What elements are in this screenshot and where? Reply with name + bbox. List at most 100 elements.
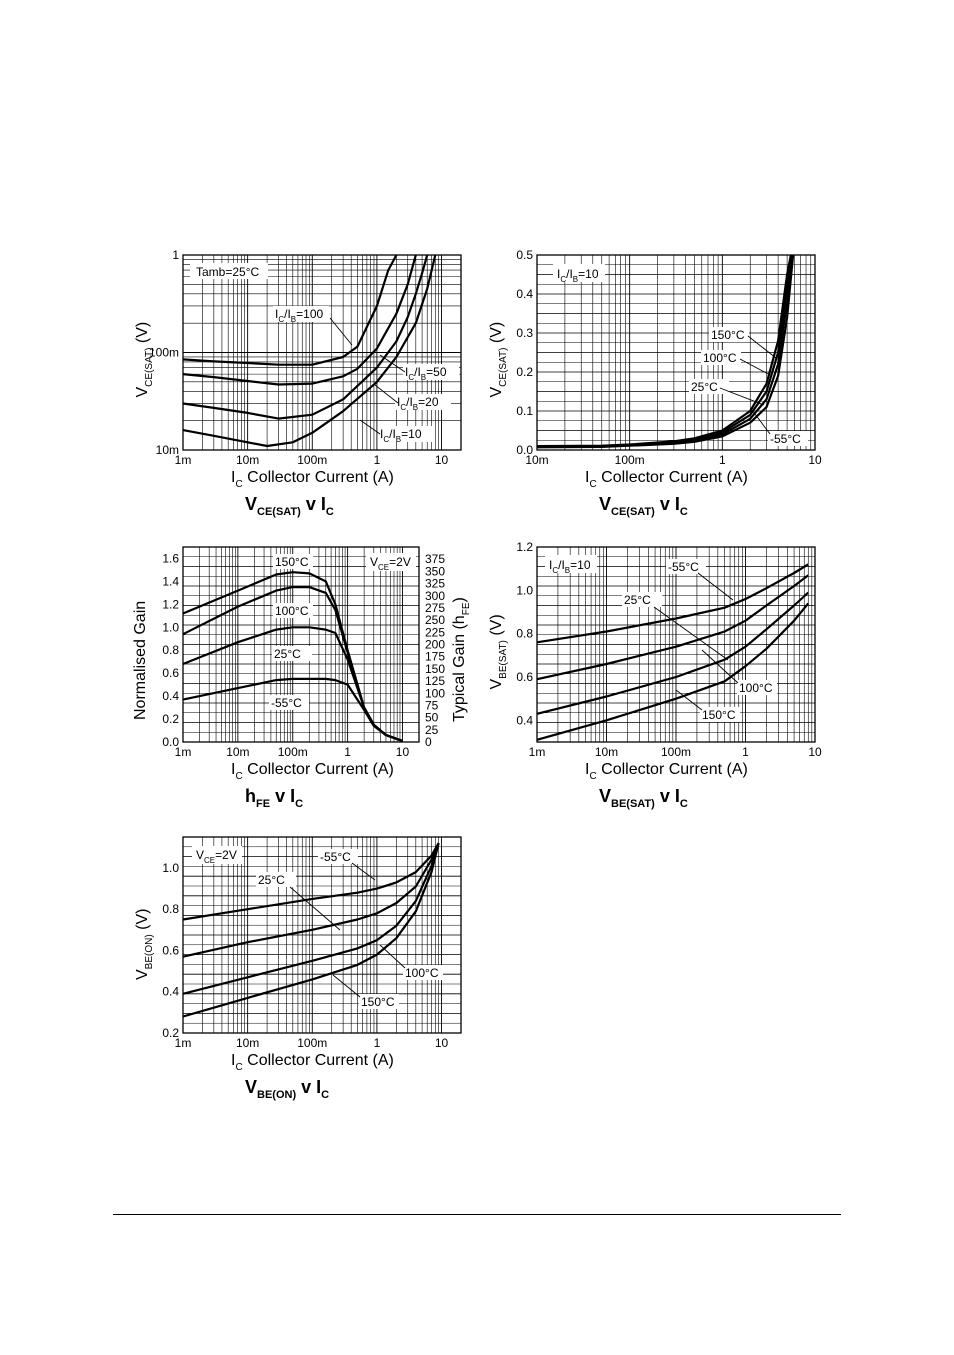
y-tick-label: 1.4 xyxy=(162,574,179,588)
label-background xyxy=(269,695,309,710)
label-background xyxy=(666,559,706,574)
y-axis-label-right: Typical Gain (hFE) xyxy=(451,597,472,722)
y-tick-label: 100m xyxy=(149,346,179,360)
label-background xyxy=(378,426,434,442)
x-tick-label: 10 xyxy=(808,453,822,467)
y-tick-label: 0.8 xyxy=(162,902,179,916)
x-tick-label: 100m xyxy=(278,745,308,759)
y-axis-label: VCE(SAT) (V) xyxy=(488,322,509,398)
series-line-150C xyxy=(536,602,810,741)
label-background xyxy=(359,994,399,1009)
y-axis-label: VBE(ON) (V) xyxy=(134,909,155,980)
label-background xyxy=(622,592,662,607)
label-background xyxy=(318,849,358,864)
x-tick-label: 10m xyxy=(236,1036,259,1050)
x-tick-label: 10m xyxy=(226,745,249,759)
x-tick-label: 1m xyxy=(175,453,192,467)
label-leader xyxy=(351,862,376,881)
y-tick-label: 1.0 xyxy=(162,620,179,634)
label-background xyxy=(545,555,597,573)
series-label: 25°C xyxy=(624,593,651,607)
chart-caption: hFE v IC xyxy=(245,786,303,810)
x-tick-label: 1m xyxy=(529,745,546,759)
series-line-1 xyxy=(182,254,417,386)
x-tick-label: 100m xyxy=(297,1036,327,1050)
x-tick-label: 10 xyxy=(435,1036,449,1050)
y-tick-label: 0.8 xyxy=(162,643,179,657)
chart-vcesat-vs-ic-temp: 10m 100m 1 10 0.0 0.1 0.2 0.3 0.4 0.5 IC Collector… xyxy=(488,248,822,518)
x-tick-label: 1m xyxy=(175,745,192,759)
series-label: 150°C xyxy=(361,995,395,1009)
x-tick-label: 1 xyxy=(374,1036,381,1050)
series-label: IC/IB=50 xyxy=(405,365,447,382)
x-axis-label: IC Collector Current (A) xyxy=(585,761,748,782)
x-axis-label: IC Collector Current (A) xyxy=(585,469,748,490)
label-leader xyxy=(739,358,771,376)
y2-tick-label: 300 xyxy=(425,589,445,603)
series-label: 25°C xyxy=(274,647,301,661)
y-axis-label-left: Normalised Gain xyxy=(132,601,149,720)
x-tick-label: 100m xyxy=(661,745,691,759)
series-line--55C xyxy=(536,254,795,449)
x-tick-label: 1 xyxy=(374,453,381,467)
chart-vbeon-vs-ic: 1m 10m 100m 1 10 0.2 0.4 0.6 0.8 1.0 IC Collector … xyxy=(134,836,462,1101)
y-tick-label: 0.4 xyxy=(516,287,533,301)
y-tick-label: 0.2 xyxy=(516,365,533,379)
y-tick-label: 0.0 xyxy=(516,443,533,457)
y-tick-label: 0.4 xyxy=(516,713,533,727)
y-tick-label: 0.8 xyxy=(516,627,533,641)
y-tick-label: 0.1 xyxy=(516,404,533,418)
x-axis-label: IC Collector Current (A) xyxy=(231,469,394,490)
series-line-25C xyxy=(182,842,440,958)
series-label: IC/IB=100 xyxy=(275,307,323,324)
label-background xyxy=(737,680,777,695)
label-leader xyxy=(719,387,765,406)
label-leader xyxy=(359,419,381,435)
ic-ib-annotation: IC/IB=10 xyxy=(549,558,591,575)
x-axis-label: IC Collector Current (A) xyxy=(231,761,394,782)
series-label: -55°C xyxy=(320,850,351,864)
y-tick-label: 0.6 xyxy=(516,670,533,684)
y2-tick-label: 375 xyxy=(425,552,445,566)
label-leader xyxy=(379,944,406,969)
label-background xyxy=(192,846,242,864)
series-label: IC/IB=20 xyxy=(397,395,439,412)
series-label: 100°C xyxy=(739,681,773,695)
y2-tick-label: 175 xyxy=(425,650,445,664)
x-tick-label: 100m xyxy=(297,453,327,467)
label-leader xyxy=(329,317,353,346)
x-tick-label: 100m xyxy=(615,453,645,467)
y-axis-label: VCE(SAT) (V) xyxy=(134,322,155,398)
x-tick-label: 10 xyxy=(808,745,822,759)
label-background xyxy=(403,965,443,980)
label-background xyxy=(190,263,268,279)
y-tick-label: 0.2 xyxy=(162,712,179,726)
y-tick-label: 0.0 xyxy=(162,735,179,749)
y2-tick-label: 0 xyxy=(425,735,432,749)
label-background xyxy=(366,553,416,571)
vce-annotation: VCE=2V xyxy=(370,555,411,572)
x-tick-label: 1 xyxy=(742,745,749,759)
y2-tick-label: 150 xyxy=(425,662,445,676)
y-tick-label: 1.6 xyxy=(162,551,179,565)
series-label: -55°C xyxy=(770,432,801,446)
x-tick-label: 10m xyxy=(525,453,548,467)
y-tick-label: 0.6 xyxy=(162,666,179,680)
label-background xyxy=(701,350,741,365)
label-background xyxy=(689,379,729,394)
y-tick-label: 10m xyxy=(156,443,179,457)
y-tick-label: 1.2 xyxy=(162,597,179,611)
x-axis-label: IC Collector Current (A) xyxy=(231,1052,394,1073)
x-tick-label: 1m xyxy=(175,1036,192,1050)
y2-tick-label: 200 xyxy=(425,638,445,652)
y2-tick-label: 50 xyxy=(425,711,439,725)
label-leader xyxy=(675,689,703,711)
series-label: -55°C xyxy=(271,696,302,710)
label-background xyxy=(272,646,312,661)
y2-tick-label: 350 xyxy=(425,564,445,578)
label-leader xyxy=(653,606,729,661)
label-background xyxy=(395,394,451,410)
vce-annotation: VCE=2V xyxy=(196,848,237,865)
series-label: 150°C xyxy=(275,555,309,569)
x-tick-label: 10 xyxy=(396,745,410,759)
